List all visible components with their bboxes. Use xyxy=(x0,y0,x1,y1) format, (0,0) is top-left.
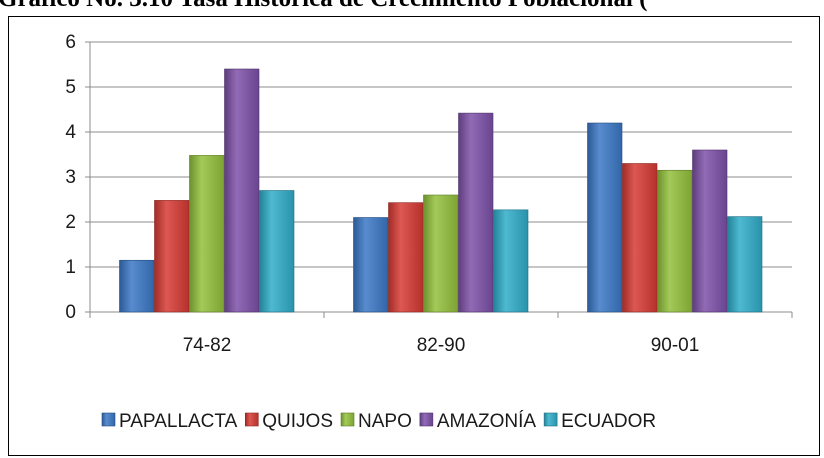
y-tick-label: 2 xyxy=(65,212,76,233)
legend-swatch-ecuador xyxy=(543,412,558,427)
bar-papallacta-82-90 xyxy=(353,217,389,313)
bar-quijos-74-82 xyxy=(154,200,190,313)
bar-papallacta-74-82 xyxy=(119,259,155,313)
bar-amazonía-74-82 xyxy=(224,68,260,313)
bar-napo-74-82 xyxy=(189,155,225,313)
bar-amazonía-82-90 xyxy=(458,112,494,313)
y-tick-label: 5 xyxy=(65,77,76,98)
legend-swatch-papallacta xyxy=(101,412,116,427)
bar-amazonía-90-01 xyxy=(692,149,728,313)
bar-quijos-90-01 xyxy=(622,163,658,313)
bar-ecuador-90-01 xyxy=(727,216,763,313)
y-tick-label: 1 xyxy=(65,257,76,278)
bar-ecuador-82-90 xyxy=(493,209,529,313)
y-tick-label: 3 xyxy=(65,167,76,188)
x-tick-label: 82-90 xyxy=(417,335,466,356)
legend-swatch-quijos xyxy=(244,412,259,427)
legend-label-amazonía: AMAZONÍA xyxy=(437,411,537,432)
legend-label-napo: NAPO xyxy=(358,411,412,432)
x-tick-label: 90-01 xyxy=(651,335,700,356)
y-tick-label: 0 xyxy=(65,302,76,323)
y-tick-label: 4 xyxy=(65,122,76,143)
legend-label-quijos: QUIJOS xyxy=(262,411,333,432)
bars xyxy=(119,68,763,313)
bar-papallacta-90-01 xyxy=(587,122,623,313)
bar-napo-82-90 xyxy=(423,194,459,313)
bar-quijos-82-90 xyxy=(388,202,424,313)
legend-label-ecuador: ECUADOR xyxy=(561,411,656,432)
page-title: Gráfico No. 3.10 Tasa Histórica de Creci… xyxy=(0,0,824,14)
bar-napo-90-01 xyxy=(657,169,693,313)
bar-ecuador-74-82 xyxy=(259,190,295,313)
legend-swatch-napo xyxy=(340,412,355,427)
y-tick-label: 6 xyxy=(65,32,76,53)
x-tick-label: 74-82 xyxy=(183,335,232,356)
legend-swatch-amazonía xyxy=(419,412,434,427)
legend-label-papallacta: PAPALLACTA xyxy=(119,411,238,432)
legend: PAPALLACTA QUIJOS NAPO AMAZONÍA ECUADOR xyxy=(101,411,656,432)
